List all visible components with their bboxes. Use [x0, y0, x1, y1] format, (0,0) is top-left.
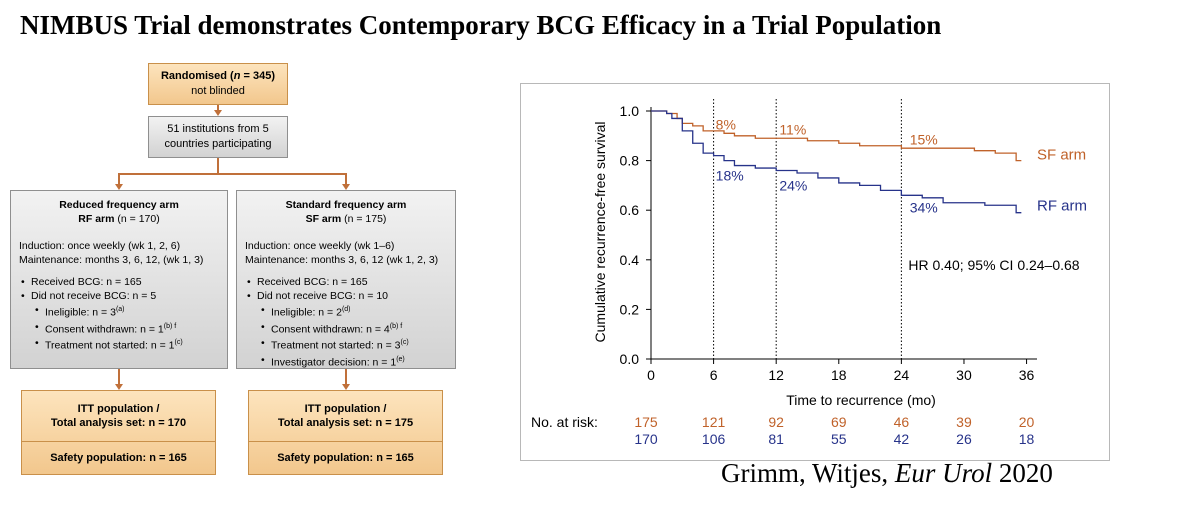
- institutions-box: 51 institutions from 5 countries partici…: [148, 116, 288, 158]
- itt-rf-box: ITT population / Total analysis set: n =…: [21, 390, 216, 475]
- percent-annotation: 34%: [910, 200, 938, 216]
- at-risk-value: 46: [894, 414, 910, 430]
- rf-sub-item: Consent withdrawn: n = 1(b) f: [19, 320, 219, 337]
- at-risk-value: 92: [768, 414, 784, 430]
- series-label-sf-arm: SF arm: [1037, 147, 1086, 164]
- citation: Grimm, Witjes, Eur Urol 2020: [721, 458, 1053, 489]
- sf-arm-box: Standard frequency arm SF arm (n = 175) …: [236, 190, 456, 369]
- rf-arm-box: Reduced frequency arm RF arm (n = 170) I…: [10, 190, 228, 369]
- randomised-sub: not blinded: [191, 85, 245, 97]
- itt-rf-line2: Total analysis set: n = 170: [50, 417, 187, 429]
- sf-sub-item: Treatment not started: n = 3(c): [245, 336, 447, 353]
- sf-sub-item: Consent withdrawn: n = 4(b) f: [245, 320, 447, 337]
- y-axis-label: Cumulative recurrence-free survival: [592, 122, 608, 343]
- x-tick-label: 12: [768, 367, 784, 383]
- randomised-box: Randomised (n = 345) not blinded: [148, 63, 288, 105]
- at-risk-value: 55: [831, 431, 847, 447]
- x-tick-label: 0: [647, 367, 655, 383]
- at-risk-value: 20: [1019, 414, 1035, 430]
- series-label-rf-arm: RF arm: [1037, 198, 1087, 215]
- connector-arrow: [342, 384, 350, 390]
- rf-arm-short: RF arm: [78, 213, 115, 225]
- percent-annotation: 15%: [910, 131, 938, 147]
- itt-sf-safety: Safety population: n = 165: [277, 451, 414, 464]
- at-risk-value: 42: [894, 431, 910, 447]
- randomised-label: Randomised (: [160, 70, 234, 82]
- sf-maintenance: Maintenance: months 3, 6, 12 (wk 1, 2, 3…: [245, 254, 439, 266]
- y-tick-label: 1.0: [620, 103, 640, 119]
- citation-authors: Grimm, Witjes,: [721, 458, 895, 488]
- randomised-value: = 345): [240, 70, 276, 82]
- at-risk-value: 69: [831, 414, 847, 430]
- connector-line: [217, 105, 219, 111]
- percent-annotation: 18%: [716, 167, 744, 183]
- percent-annotation: 24%: [779, 177, 807, 193]
- at-risk-value: 175: [634, 414, 658, 430]
- sf-arm-n: (n = 175): [344, 213, 387, 225]
- rf-sub-item: Ineligible: n = 3(a): [19, 303, 219, 320]
- rf-arm-heading: Reduced frequency arm: [59, 199, 179, 211]
- rf-sub-item: Treatment not started: n = 1(c): [19, 336, 219, 353]
- connector-line: [118, 173, 347, 175]
- y-tick-label: 0.6: [620, 202, 640, 218]
- percent-annotation: 8%: [716, 117, 736, 133]
- connector-arrow: [214, 110, 222, 116]
- sf-sub-item: Ineligible: n = 2(d): [245, 303, 447, 320]
- x-tick-label: 18: [831, 367, 847, 383]
- km-chart: 0.0 0.2 0.4 0.6 0.8 1.0 0 6 12 18 24 30 36 SF arm RF …: [531, 99, 1087, 447]
- at-risk-value: 121: [702, 414, 726, 430]
- x-tick-label: 24: [894, 367, 910, 383]
- citation-journal: Eur Urol: [894, 458, 993, 488]
- km-chart-panel: 0.0 0.2 0.4 0.6 0.8 1.0 0 6 12 18 24 30 36 SF arm RF …: [520, 83, 1110, 461]
- itt-sf-line2: Total analysis set: n = 175: [277, 417, 414, 429]
- sf-sub-item: Investigator decision: n = 1(e): [245, 353, 447, 370]
- at-risk-value: 81: [768, 431, 784, 447]
- at-risk-label: No. at risk:: [531, 414, 598, 430]
- x-tick-label: 36: [1019, 367, 1035, 383]
- at-risk-value: 106: [702, 431, 726, 447]
- y-tick-label: 0.0: [620, 351, 640, 367]
- rf-maintenance: Maintenance: months 3, 6, 12, (wk 1, 3): [19, 254, 204, 266]
- sf-arm-heading: Standard frequency arm: [285, 199, 407, 211]
- percent-annotation: 11%: [779, 122, 806, 138]
- y-tick-label: 0.4: [620, 252, 640, 268]
- x-axis-label: Time to recurrence (mo): [786, 392, 936, 408]
- itt-sf-box: ITT population / Total analysis set: n =…: [248, 390, 443, 475]
- connector-line: [118, 369, 120, 384]
- connector-line: [118, 173, 120, 185]
- rf-not-received: Did not receive BCG: n = 5: [19, 289, 219, 303]
- at-risk-value: 39: [956, 414, 972, 430]
- connector-arrow: [342, 184, 350, 190]
- connector-arrow: [115, 184, 123, 190]
- hr-text: HR 0.40; 95% CI 0.24–0.68: [908, 257, 1079, 273]
- sf-arm-short: SF arm: [305, 213, 342, 225]
- connector-line: [345, 369, 347, 384]
- rf-arm-n: (n = 170): [117, 213, 160, 225]
- institutions-text: 51 institutions from 5 countries partici…: [164, 123, 272, 150]
- y-tick-label: 0.2: [620, 301, 640, 317]
- rf-induction: Induction: once weekly (wk 1, 2, 6): [19, 240, 181, 252]
- at-risk-value: 18: [1019, 431, 1035, 447]
- rf-received: Received BCG: n = 165: [19, 275, 219, 289]
- sf-induction: Induction: once weekly (wk 1–6): [245, 240, 395, 252]
- sf-not-received: Did not receive BCG: n = 10: [245, 289, 447, 303]
- sf-received: Received BCG: n = 165: [245, 275, 447, 289]
- citation-year: 2020: [992, 458, 1053, 488]
- x-tick-label: 30: [956, 367, 972, 383]
- connector-arrow: [115, 384, 123, 390]
- randomised-n-symbol: n: [233, 70, 241, 82]
- at-risk-value: 26: [956, 431, 972, 447]
- y-tick-label: 0.8: [620, 153, 640, 169]
- connector-line: [217, 158, 219, 174]
- x-tick-label: 6: [710, 367, 718, 383]
- connector-line: [345, 173, 347, 185]
- itt-rf-line1: ITT population /: [77, 403, 160, 415]
- at-risk-value: 170: [634, 431, 658, 447]
- itt-rf-safety: Safety population: n = 165: [50, 451, 187, 464]
- km-curve-rf-arm: [651, 110, 1022, 214]
- itt-sf-line1: ITT population /: [304, 403, 387, 415]
- slide-title: NIMBUS Trial demonstrates Contemporary B…: [20, 10, 942, 40]
